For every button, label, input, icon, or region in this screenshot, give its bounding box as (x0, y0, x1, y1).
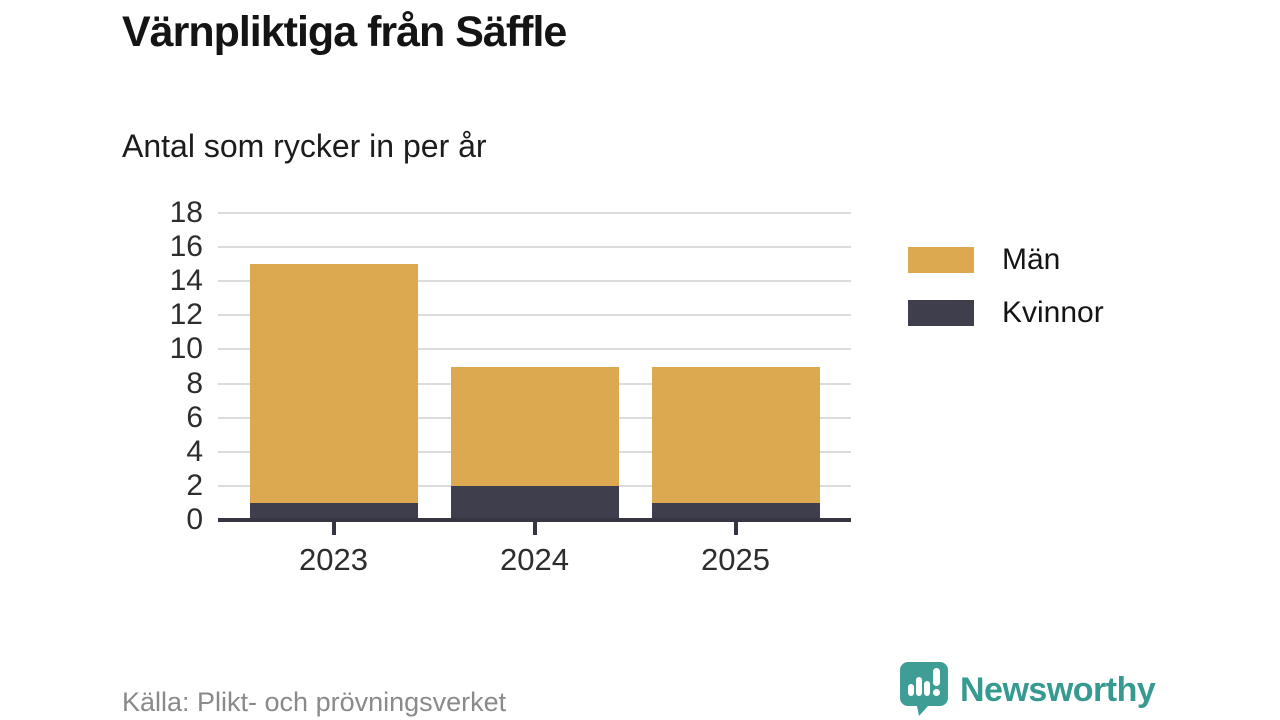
x-axis-tick-2025 (733, 522, 738, 535)
y-axis-label: 14 (169, 264, 203, 298)
y-axis-label: 2 (186, 468, 203, 502)
bar-segment-kvinnor-2023 (249, 502, 418, 520)
y-axis-label: 6 (186, 400, 203, 434)
chart-subtitle: Antal som rycker in per år (122, 128, 487, 164)
bar-segment-män-2024 (450, 366, 619, 486)
bar-segment-kvinnor-2024 (450, 485, 619, 520)
chart-title: Värnpliktiga från Säffle (122, 8, 567, 56)
newsworthy-brand: Newsworthy (898, 660, 1156, 720)
bar-segment-män-2023 (249, 264, 418, 503)
x-axis-label-2023: 2023 (299, 542, 368, 577)
newsworthy-logo-icon (898, 660, 950, 720)
x-axis-tick-2024 (532, 522, 537, 535)
x-axis-tick-2023 (331, 522, 336, 535)
x-axis-label-2024: 2024 (500, 542, 569, 577)
gridline-18 (218, 212, 851, 214)
gridline-14 (218, 280, 851, 283)
gridline-12 (218, 314, 851, 317)
y-axis-label: 4 (186, 434, 203, 468)
legend-item-man: Män (908, 243, 1104, 277)
bar-segment-kvinnor-2025 (651, 502, 820, 520)
legend-item-kvinnor: Kvinnor (908, 296, 1104, 330)
legend-swatch-kvinnor (908, 300, 974, 326)
y-axis-label: 0 (186, 503, 203, 536)
y-axis-label: 18 (169, 196, 203, 229)
y-axis-label: 10 (169, 332, 203, 366)
y-axis-label: 12 (169, 298, 203, 332)
y-axis-label: 16 (169, 230, 203, 264)
legend-label-man: Män (1002, 243, 1061, 276)
x-axis-line (218, 518, 851, 522)
y-axis-label: 8 (186, 366, 203, 400)
newsworthy-wordmark: Newsworthy (960, 671, 1156, 709)
gridline-16 (218, 246, 851, 249)
source-attribution: Källa: Plikt- och prövningsverket (122, 687, 507, 717)
gridline-10 (218, 348, 851, 351)
legend-swatch-man (908, 247, 974, 273)
x-axis-label-2025: 2025 (701, 542, 770, 577)
legend: Män Kvinnor (908, 243, 1104, 349)
bar-segment-män-2025 (651, 366, 820, 503)
legend-label-kvinnor: Kvinnor (1002, 296, 1104, 329)
